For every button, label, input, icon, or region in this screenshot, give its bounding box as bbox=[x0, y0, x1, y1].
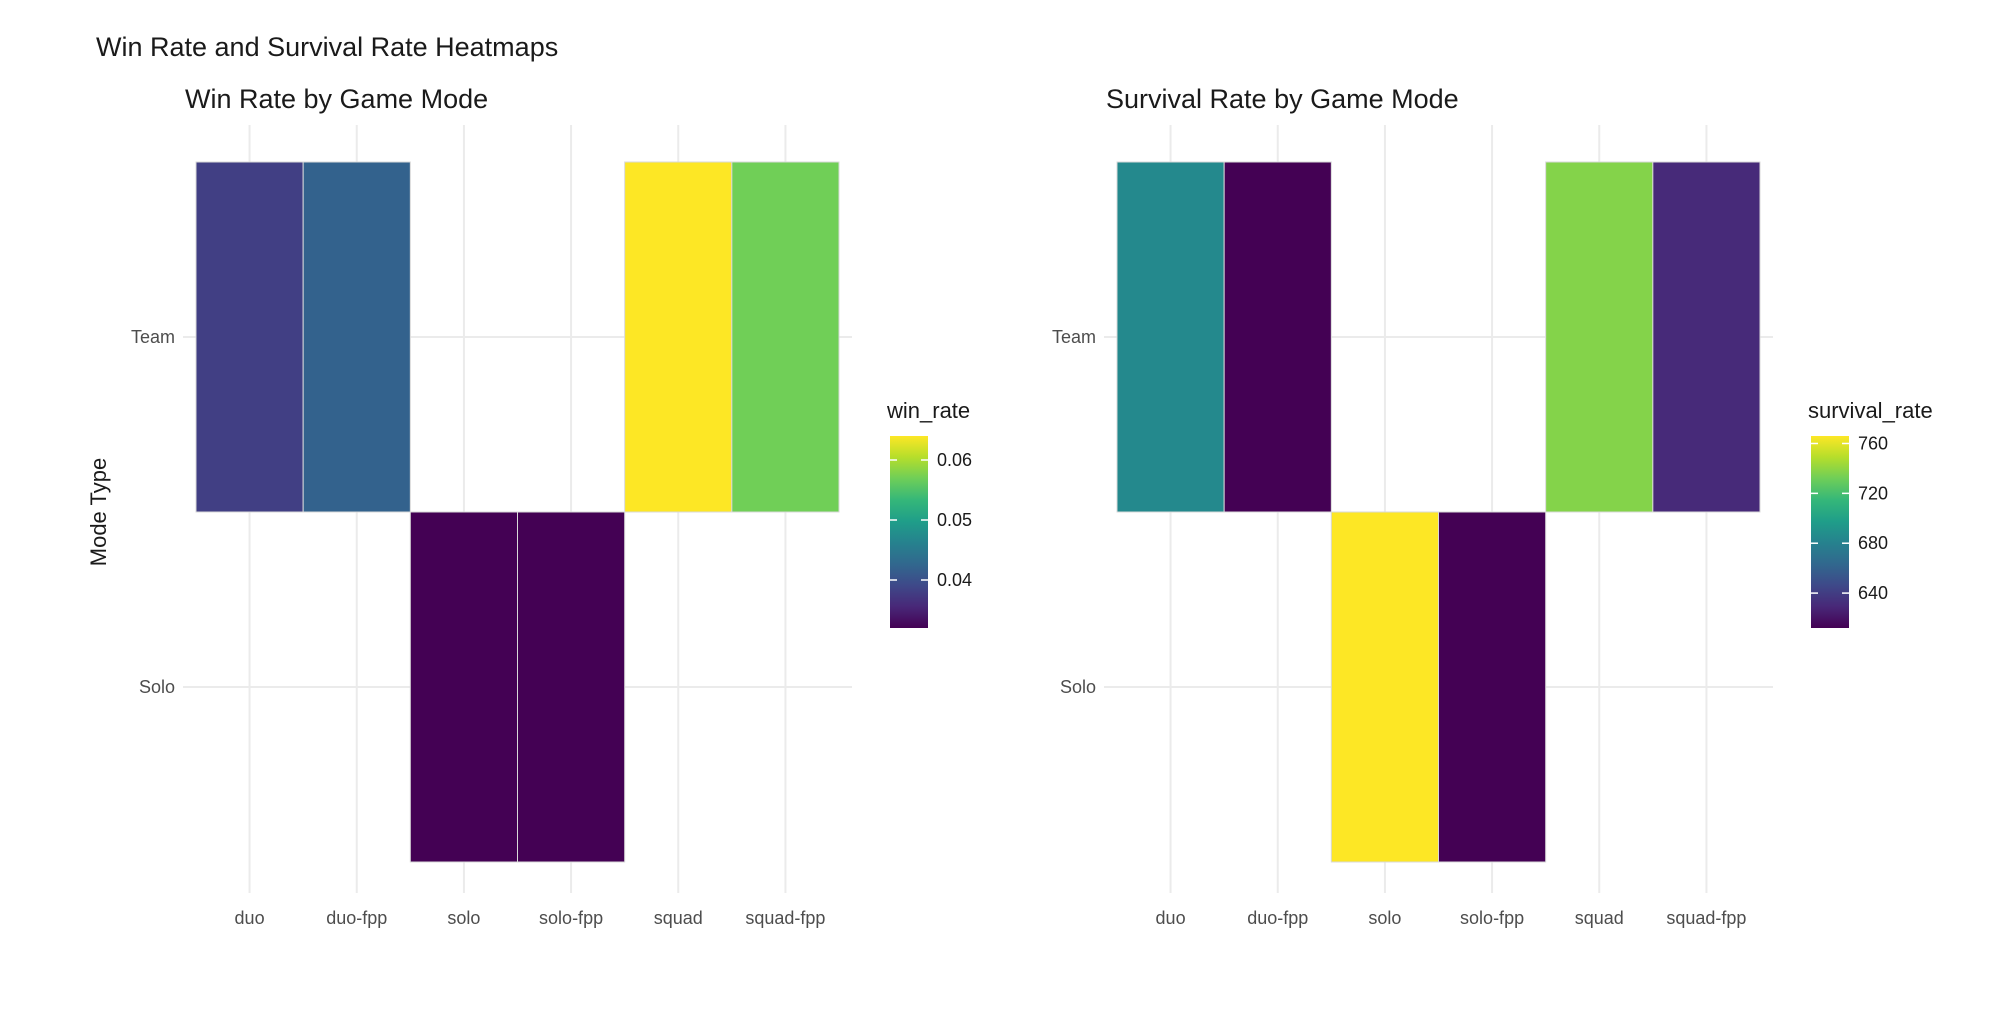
heatmap-cell bbox=[1545, 161, 1654, 513]
x-tick-label: squad bbox=[654, 908, 703, 928]
x-tick-label: duo bbox=[235, 908, 265, 928]
legend-title: survival_rate bbox=[1808, 398, 1933, 423]
heatmap-cell bbox=[624, 161, 733, 513]
heatmap-cell bbox=[302, 161, 411, 513]
x-tick-label: solo bbox=[447, 908, 480, 928]
y-tick-label: Solo bbox=[139, 677, 175, 697]
legend-tick-label: 760 bbox=[1858, 433, 1888, 453]
heatmap-cell bbox=[195, 161, 304, 513]
heatmap-cell bbox=[1438, 511, 1547, 863]
heatmap-cell bbox=[731, 161, 840, 513]
y-tick-label: Solo bbox=[1060, 677, 1096, 697]
x-tick-label: squad-fpp bbox=[1666, 908, 1746, 928]
colorbar bbox=[1811, 436, 1849, 628]
heatmap-panel-1: duo duo-fpp solo solo-fpp squad squad-fpp Solo… bbox=[86, 84, 972, 928]
x-tick-label: solo bbox=[1368, 908, 1401, 928]
x-tick-label: squad bbox=[1575, 908, 1624, 928]
legend-tick-label: 0.04 bbox=[937, 570, 972, 590]
legend-tick-label: 680 bbox=[1858, 533, 1888, 553]
y-tick-label: Team bbox=[131, 327, 175, 347]
legend-tick-label: 720 bbox=[1858, 483, 1888, 503]
heatmap-cell bbox=[1116, 161, 1225, 513]
legend-title: win_rate bbox=[886, 398, 970, 423]
figure-title: Win Rate and Survival Rate Heatmaps bbox=[96, 32, 559, 62]
y-tick-label: Team bbox=[1052, 327, 1096, 347]
legend-tick-label: 0.05 bbox=[937, 510, 972, 530]
legend-tick-label: 0.06 bbox=[937, 450, 972, 470]
heatmap-cell bbox=[517, 511, 626, 863]
colorbar-legend: win_rate 0.04 0.05 0.06 bbox=[886, 398, 972, 628]
heatmap-panel-2: duo duo-fpp solo solo-fpp squad squad-fpp Solo… bbox=[1052, 84, 1933, 928]
x-tick-label: duo-fpp bbox=[1247, 908, 1308, 928]
x-tick-label: duo bbox=[1156, 908, 1186, 928]
heatmap-cell bbox=[1330, 511, 1440, 863]
heatmap-cell bbox=[1223, 161, 1332, 513]
y-axis-title: Mode Type bbox=[86, 458, 111, 566]
colorbar bbox=[890, 436, 928, 628]
legend-tick-label: 640 bbox=[1858, 583, 1888, 603]
heatmap-cell bbox=[1652, 161, 1761, 513]
colorbar-legend: survival_rate 640 680 720 760 bbox=[1808, 398, 1933, 628]
heatmap-cell bbox=[409, 511, 519, 863]
x-tick-label: squad-fpp bbox=[745, 908, 825, 928]
x-tick-label: solo-fpp bbox=[1460, 908, 1524, 928]
x-tick-label: duo-fpp bbox=[326, 908, 387, 928]
panel-title: Survival Rate by Game Mode bbox=[1106, 84, 1459, 114]
panel-title: Win Rate by Game Mode bbox=[185, 84, 488, 114]
x-tick-label: solo-fpp bbox=[539, 908, 603, 928]
